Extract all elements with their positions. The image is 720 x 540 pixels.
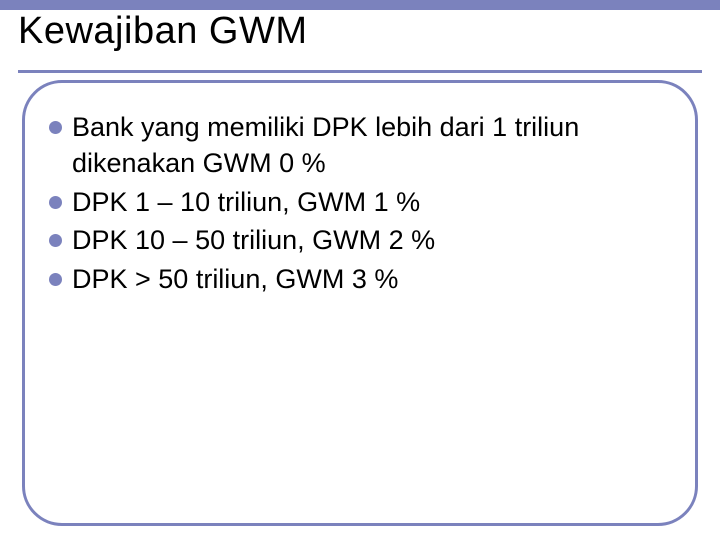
bullet-icon (49, 273, 62, 286)
content-frame: Bank yang memiliki DPK lebih dari 1 tril… (22, 80, 698, 526)
list-item: DPK > 50 triliun, GWM 3 % (49, 261, 671, 297)
slide-title: Kewajiban GWM (18, 10, 702, 59)
bullet-text: Bank yang memiliki DPK lebih dari 1 tril… (72, 109, 671, 182)
bullet-icon (49, 196, 62, 209)
bullet-icon (49, 234, 62, 247)
bullet-text: DPK 1 – 10 triliun, GWM 1 % (72, 184, 671, 220)
top-accent-band (0, 0, 720, 10)
list-item: DPK 10 – 50 triliun, GWM 2 % (49, 222, 671, 258)
bullet-text: DPK > 50 triliun, GWM 3 % (72, 261, 671, 297)
list-item: Bank yang memiliki DPK lebih dari 1 tril… (49, 109, 671, 182)
bullet-list: Bank yang memiliki DPK lebih dari 1 tril… (49, 109, 671, 297)
title-area: Kewajiban GWM (18, 10, 702, 59)
list-item: DPK 1 – 10 triliun, GWM 1 % (49, 184, 671, 220)
bullet-text: DPK 10 – 50 triliun, GWM 2 % (72, 222, 671, 258)
title-underline (18, 70, 702, 73)
bullet-icon (49, 121, 62, 134)
